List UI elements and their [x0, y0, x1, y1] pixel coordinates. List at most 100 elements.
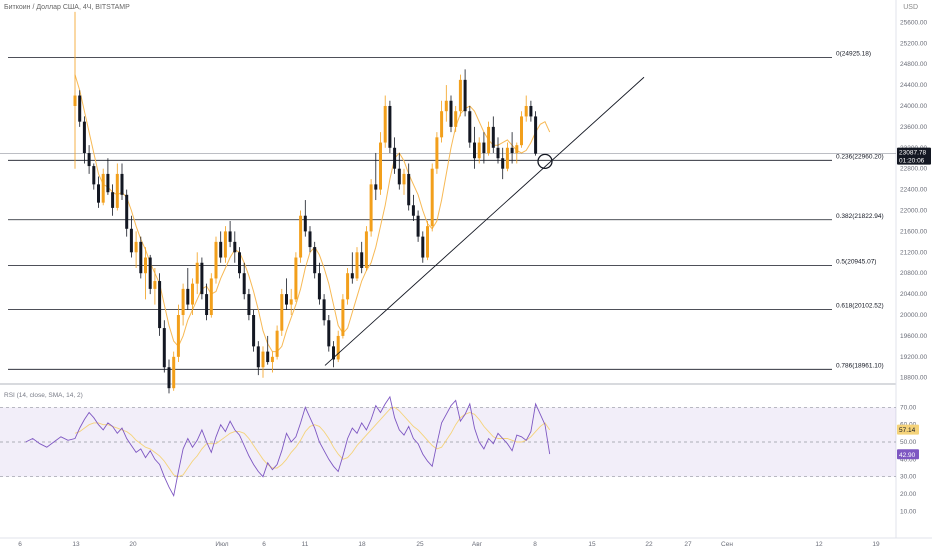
rsi-value-box — [897, 449, 919, 460]
candle-body — [458, 79, 462, 112]
candle-body — [261, 351, 265, 368]
candle — [73, 11, 77, 169]
candle-body — [303, 215, 307, 232]
candle — [468, 105, 472, 148]
candle — [505, 142, 509, 172]
candle-body — [402, 173, 406, 185]
candle-body — [191, 283, 194, 305]
candle-body — [379, 142, 382, 190]
moving-average — [74, 74, 551, 353]
candle — [214, 236, 218, 284]
candle-body — [181, 288, 185, 316]
candle-body — [369, 184, 373, 232]
candle — [501, 147, 505, 180]
candle — [435, 132, 439, 174]
candle-body — [186, 288, 190, 305]
trendline-layer[interactable] — [324, 76, 645, 366]
candle-body — [364, 231, 368, 268]
candle-body — [487, 126, 491, 154]
price-tick-label: 22400.00 — [900, 187, 927, 194]
price-tick-label: 21600.00 — [900, 228, 927, 235]
rsi-tick-label: 30.00 — [900, 474, 917, 481]
candle — [195, 252, 199, 295]
candle — [247, 288, 251, 321]
candle-body — [97, 184, 100, 203]
candle — [294, 252, 298, 302]
last-price-value: 23087.78 — [899, 150, 926, 157]
time-tick-label: 18 — [358, 541, 366, 548]
rsi-ma-value: 57.14 — [899, 427, 916, 434]
candle-body — [238, 252, 241, 274]
candle — [219, 231, 223, 263]
time-tick-label: 27 — [684, 541, 692, 548]
candle — [256, 341, 260, 376]
candle-body — [78, 95, 82, 122]
candle — [275, 325, 279, 360]
candle — [416, 210, 420, 242]
rsi-pane[interactable]: RSI (14, close, SMA, 14, 2)70.0060.0050.… — [0, 392, 919, 515]
candle — [444, 85, 448, 122]
candle — [238, 247, 241, 279]
candle — [510, 132, 514, 164]
candle-body — [501, 158, 505, 169]
circle-marker — [537, 153, 553, 170]
candle-body — [242, 273, 246, 295]
price-axis[interactable]: 25600.00 25200.00 24800.00 24400.00 24000.00… — [897, 19, 931, 382]
candle — [125, 189, 129, 237]
candle — [308, 226, 312, 253]
price-tick-label: 24800.00 — [900, 61, 927, 68]
candle-body — [134, 241, 138, 253]
candles[interactable] — [73, 11, 538, 394]
candle — [181, 283, 185, 326]
candle — [397, 153, 401, 190]
candle — [426, 220, 429, 261]
candle-body — [454, 111, 458, 127]
candle — [205, 283, 209, 321]
last-price-box — [897, 147, 931, 165]
candle — [440, 100, 444, 143]
candle — [299, 210, 303, 263]
candle — [346, 267, 350, 305]
candle — [379, 132, 382, 195]
rsi-tick-label: 20.00 — [900, 491, 917, 498]
candle — [374, 153, 378, 201]
fibonacci-retracement[interactable]: 0(24925.18) 0.236(22960.20) 0.382(21822.94… — [0, 51, 896, 370]
candle — [327, 315, 331, 352]
price-tick-label: 22800.00 — [900, 166, 927, 173]
candle-body — [510, 147, 514, 154]
candle-body — [223, 231, 227, 258]
candle-body — [383, 105, 387, 143]
candle-body — [515, 145, 519, 154]
candle — [449, 95, 453, 133]
candle — [369, 179, 373, 237]
candle-body — [101, 173, 105, 203]
rsi-line — [25, 395, 551, 498]
candle — [167, 359, 171, 394]
price-tick-label: 25200.00 — [900, 40, 927, 47]
fib-level-label: 0.236(22960.20) — [836, 153, 884, 160]
candle — [520, 111, 523, 148]
price-tick-label: 21200.00 — [900, 249, 927, 256]
fib-level-label: 0.618(20102.52) — [836, 303, 884, 310]
candle-body — [247, 294, 251, 316]
candle — [148, 254, 152, 295]
time-tick-label: Авг — [472, 541, 483, 548]
candle — [430, 163, 434, 232]
candle-body — [473, 142, 476, 159]
candle — [209, 273, 213, 318]
candle-body — [393, 147, 397, 169]
candle-body — [440, 111, 444, 138]
candle-body — [289, 299, 293, 305]
candle-body — [158, 281, 162, 329]
time-tick-label: 19 — [872, 541, 880, 548]
time-tick-label: 20 — [129, 541, 137, 548]
candle-body — [214, 241, 218, 279]
rsi-tick-label: 50.00 — [900, 439, 917, 446]
time-axis[interactable]: 6 13 20 Июл 6 11 18 25 Авг 8 15 22 27 Сен 12 19 — [18, 541, 880, 548]
candle — [463, 69, 467, 117]
candle-body — [407, 173, 411, 206]
candle — [458, 74, 462, 117]
candle-body — [313, 247, 317, 274]
candle-body — [139, 241, 143, 274]
